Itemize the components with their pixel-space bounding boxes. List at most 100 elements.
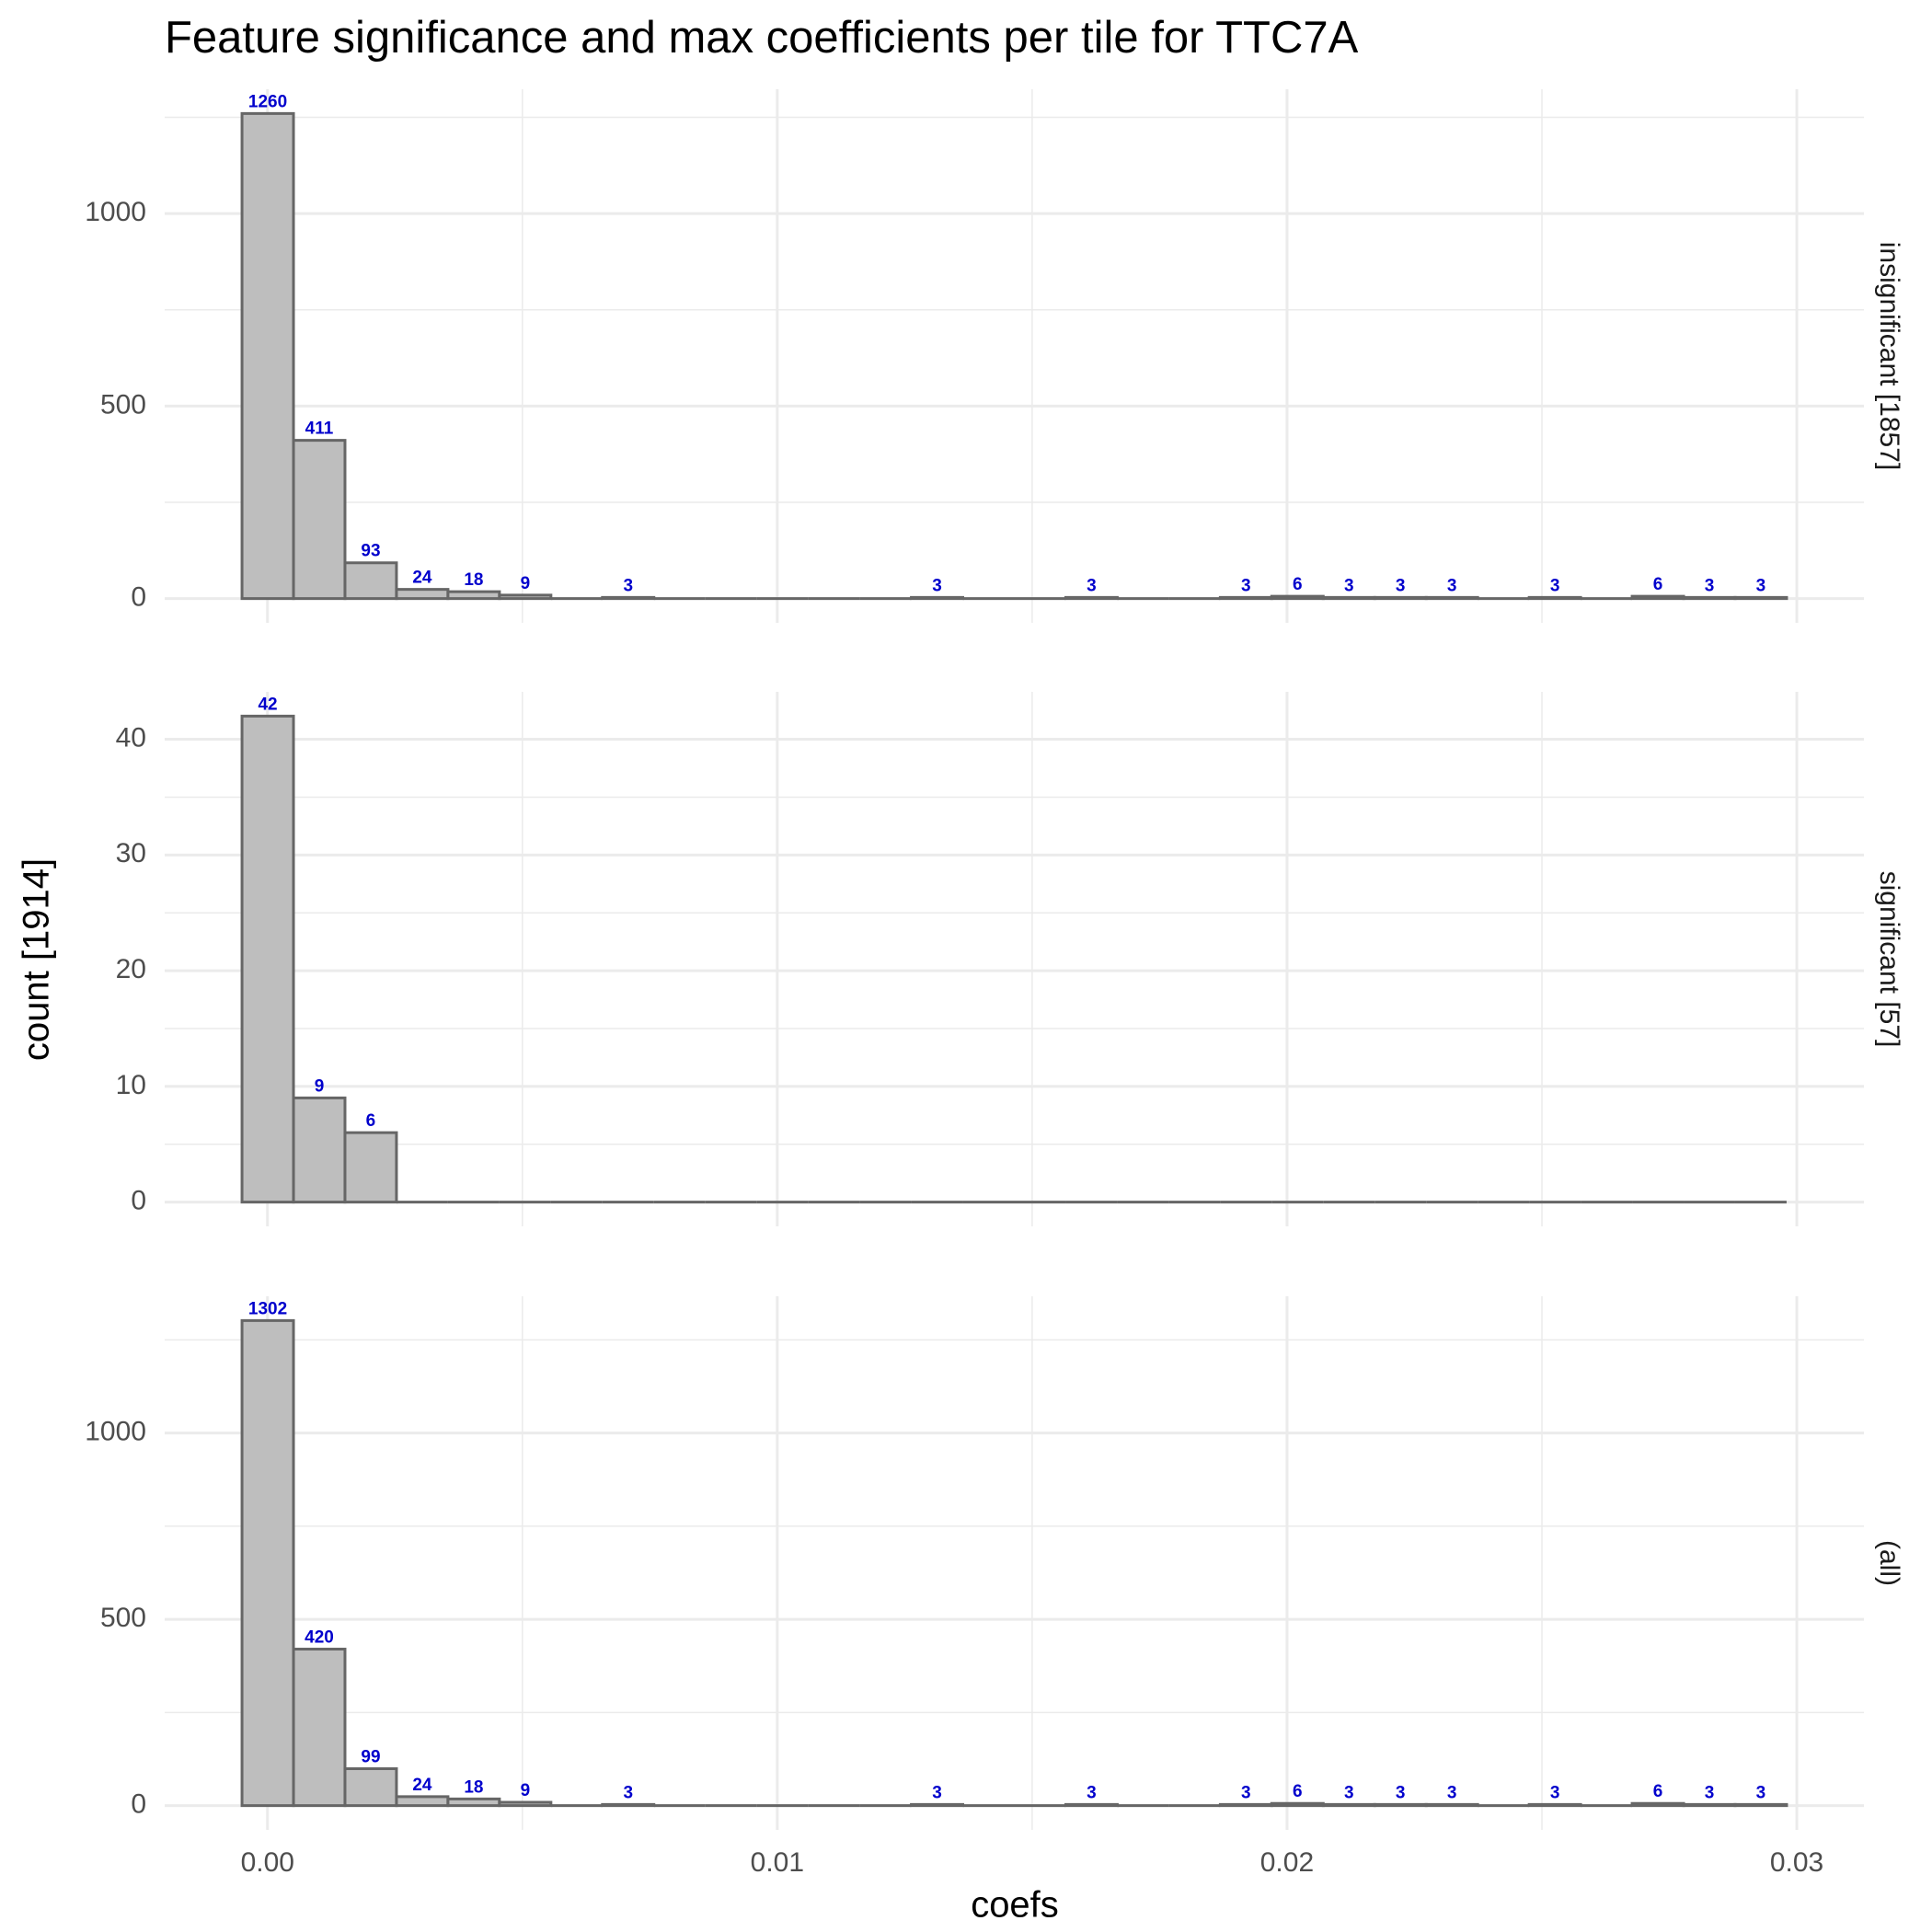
value-label: 3: [1344, 1783, 1354, 1802]
bar: [1424, 595, 1479, 601]
value-label: 1302: [248, 1299, 287, 1318]
value-label: 3: [1396, 576, 1406, 595]
bar: [240, 714, 295, 1204]
bar: [601, 595, 656, 601]
value-label: 3: [1705, 576, 1715, 595]
y-tick-label: 30: [116, 838, 146, 868]
value-label: 24: [412, 1776, 432, 1795]
value-label: 6: [1293, 575, 1303, 594]
bar: [1630, 1801, 1685, 1808]
value-label: 18: [464, 570, 483, 590]
y-tick-label: 20: [116, 954, 146, 984]
bar: [1218, 1802, 1273, 1808]
value-label: 6: [1653, 1782, 1663, 1801]
y-tick-label: 10: [116, 1070, 146, 1100]
x-axis-title: coefs: [971, 1885, 1059, 1926]
facet-panel: 0 500 1000 1302 420 99 24 18 9 3 3 3 3 6 3 3 3 3 6 3 3 (all): [85, 1296, 1904, 1830]
value-label: 3: [1241, 1783, 1251, 1802]
bar: [1682, 595, 1737, 601]
value-label: 3: [1344, 576, 1354, 595]
bar: [343, 1767, 398, 1808]
value-label: 1260: [248, 92, 287, 111]
value-label: 3: [1087, 576, 1097, 595]
bar: [395, 1795, 450, 1808]
bar: [292, 1096, 347, 1204]
value-label: 6: [1653, 575, 1663, 594]
value-label: 93: [361, 542, 380, 561]
bar: [1270, 594, 1325, 601]
value-label: 3: [932, 576, 942, 595]
value-label: 24: [412, 569, 432, 588]
value-label: 3: [1756, 1783, 1766, 1802]
bar: [292, 1648, 347, 1808]
bar: [343, 1131, 398, 1204]
y-tick-label: 1000: [85, 1417, 146, 1447]
bar: [1733, 1802, 1788, 1808]
value-label: 6: [366, 1111, 376, 1131]
bar: [1527, 595, 1582, 601]
value-label: 3: [1087, 1783, 1097, 1802]
y-tick-label: 0: [131, 1789, 146, 1820]
value-label: 6: [1293, 1782, 1303, 1801]
bar: [601, 1802, 656, 1808]
facet-panel: 0 10 20 30 40 42 9 6 significant [57]: [116, 692, 1904, 1226]
bar: [1064, 595, 1119, 601]
bar: [910, 1802, 965, 1808]
value-label: 9: [521, 574, 531, 593]
value-label: 3: [1550, 1783, 1560, 1802]
bar: [910, 595, 965, 601]
bar: [1373, 595, 1428, 601]
bar: [240, 1318, 295, 1808]
value-label: 42: [258, 695, 277, 714]
bar: [1733, 595, 1788, 601]
bar: [1321, 595, 1376, 601]
y-tick-label: 0: [131, 582, 146, 613]
facet-label: insignificant [1857]: [1874, 242, 1904, 471]
value-label: 18: [464, 1777, 483, 1797]
y-axis-title: count [1914]: [17, 858, 57, 1061]
bar: [1630, 594, 1685, 601]
bar: [1373, 1802, 1428, 1808]
bar: [446, 590, 501, 601]
value-label: 3: [623, 1783, 633, 1802]
y-tick-label: 0: [131, 1186, 146, 1216]
bar: [1218, 595, 1273, 601]
chart-title: Feature significance and max coefficient…: [165, 13, 1359, 63]
bar: [395, 588, 450, 601]
value-label: 420: [305, 1628, 334, 1648]
y-tick-label: 1000: [85, 197, 146, 227]
bar: [240, 111, 295, 601]
bar: [1270, 1801, 1325, 1808]
x-tick-label: 0.03: [1770, 1847, 1823, 1878]
value-label: 3: [1550, 576, 1560, 595]
bar: [292, 439, 347, 601]
value-label: 3: [1705, 1783, 1715, 1802]
value-label: 99: [361, 1748, 380, 1767]
bar: [446, 1797, 501, 1808]
value-label: 9: [521, 1781, 531, 1800]
y-tick-label: 500: [100, 389, 146, 420]
value-label: 3: [1756, 576, 1766, 595]
value-label: 3: [932, 1783, 942, 1802]
facet-label: (all): [1874, 1540, 1904, 1586]
y-tick-label: 40: [116, 722, 146, 753]
bar: [1424, 1802, 1479, 1808]
bar: [1321, 1802, 1376, 1808]
value-label: 3: [1447, 576, 1457, 595]
value-label: 3: [1241, 576, 1251, 595]
bar: [498, 593, 553, 601]
x-tick-label: 0.01: [751, 1847, 804, 1878]
y-tick-label: 500: [100, 1603, 146, 1633]
bar: [343, 561, 398, 601]
value-label: 9: [315, 1076, 325, 1096]
value-label: 3: [623, 576, 633, 595]
value-label: 3: [1396, 1783, 1406, 1802]
value-label: 411: [305, 420, 334, 439]
bar: [1064, 1802, 1119, 1808]
x-tick-label: 0.02: [1260, 1847, 1314, 1878]
bar: [1682, 1802, 1737, 1808]
bar: [498, 1800, 553, 1808]
